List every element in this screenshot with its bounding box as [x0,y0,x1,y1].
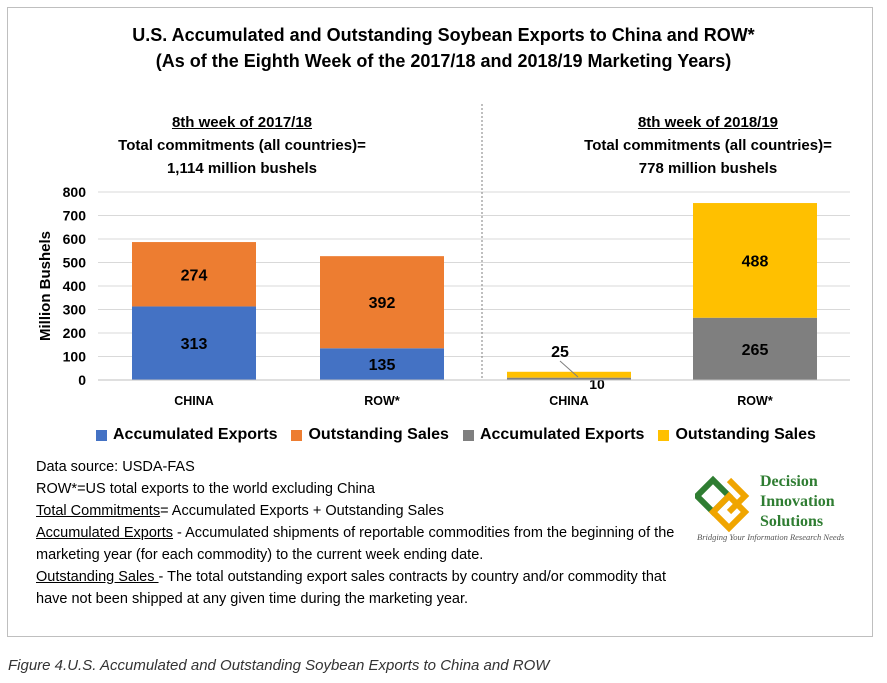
x-tick-label: ROW* [364,394,400,408]
bar-segment-accumulated [320,348,444,380]
y-tick-label: 100 [63,349,87,365]
y-tick-label: 700 [63,208,87,224]
decision-innovation-logo-icon [695,475,750,533]
bar-segment-outstanding [320,256,444,349]
period-2018-commitments-label: Total commitments (all countries)= [584,137,832,154]
chart-legend: Accumulated Exports Outstanding Sales Ac… [96,426,830,444]
period-2017-commitments-label: Total commitments (all countries)= [118,137,366,154]
bar-segment-outstanding [507,371,631,378]
def-accumulated-exports: - Accumulated shipments of reportable co… [36,525,675,563]
period-2017-heading: 8th week of 2017/18 [171,114,313,131]
data-label-outstanding: 274 [181,267,208,284]
term-outstanding-sales: Outstanding Sales [36,569,159,585]
legend-swatch-gray [462,429,474,441]
y-tick-label: 400 [63,278,87,294]
period-2017-commitments-value: 1,114 million bushels [166,160,318,177]
legend-item-accumulated-2018: Accumulated Exports [462,426,645,444]
logo-line2: Innovation [760,493,835,510]
data-label-outstanding: 25 [551,344,569,361]
y-tick-label: 200 [63,325,87,341]
bar-segment-outstanding [693,203,817,318]
logo-line1: Decision [760,473,818,490]
y-tick-label: 800 [63,184,87,200]
y-tick-label: 300 [63,302,87,318]
term-total-commitments: Total Commitments [36,503,161,519]
legend-swatch-orange [291,429,303,441]
logo-wordmark: Decision Innovation Solutions [760,472,835,532]
note-row-definition: ROW*=US total exports to the world exclu… [36,481,375,497]
y-axis-label: Million Bushels [37,231,54,341]
data-label-outstanding: 488 [742,253,769,270]
logo-tagline: Bridging Your Information Research Needs [697,532,845,542]
legend-item-outstanding-2018: Outstanding Sales [658,426,816,444]
legend-label: Accumulated Exports [113,426,278,443]
stacked-bar-chart: 0 100 200 300 400 500 600 700 800 Million Bushels… [37,104,850,408]
def-total-commitments: = Accumulated Exports + Outstanding Sale… [160,503,444,519]
note-accumulated-exports: Accumulated Exports - Accumulated shipme… [36,522,696,566]
period-2018-heading: 8th week of 2018/19 [637,114,779,131]
legend-item-outstanding-2017: Outstanding Sales [291,426,449,444]
note-data-source: Data source: USDA-FAS [36,459,195,475]
notes-block: Data source: USDA-FAS ROW*=US total expo… [36,456,696,610]
legend-label: Outstanding Sales [675,426,816,443]
data-label-accumulated: 265 [742,342,769,359]
period-2017-block: 8th week of 2017/18 Total commitments (a… [100,111,384,180]
chart-title-line2: (As of the Eighth Week of the 2017/18 an… [155,51,732,71]
logo-line3: Solutions [760,513,824,530]
x-tick-label: ROW* [737,394,773,408]
note-outstanding-sales: Outstanding Sales - The total outstandin… [36,566,696,610]
y-tick-label: 600 [63,231,87,247]
bar-segment-accumulated [132,306,256,380]
data-label-accumulated: 313 [181,336,208,353]
period-2018-commitments-value: 778 million bushels [638,160,778,177]
bar-segment-outstanding [132,242,256,307]
def-outstanding-sales: - The total outstanding export sales con… [36,569,667,607]
data-label-accumulated: 135 [369,357,396,374]
x-tick-label: CHINA [174,394,214,408]
legend-swatch-yellow [658,429,670,441]
note-total-commitments: Total Commitments= Accumulated Exports +… [36,500,696,522]
legend-label: Accumulated Exports [479,426,645,443]
legend-label: Outstanding Sales [308,426,449,443]
figure-caption: Figure 4.U.S. Accumulated and Outstandin… [8,657,550,674]
chart-title-line1: U.S. Accumulated and Outstanding Soybean… [132,25,755,45]
data-label-accumulated: 10 [589,376,605,392]
data-label-leader-line [559,360,579,378]
y-tick-label: 0 [78,372,86,388]
y-tick-label: 500 [63,255,87,271]
period-2018-block: 8th week of 2018/19 Total commitments (a… [556,111,860,180]
legend-item-accumulated-2017: Accumulated Exports [96,426,277,444]
legend-swatch-blue [96,429,107,441]
term-accumulated-exports: Accumulated Exports [36,525,174,541]
bar-segment-accumulated [693,317,817,380]
bar-segment-accumulated [507,377,631,380]
data-label-outstanding: 392 [369,295,396,312]
x-tick-label: CHINA [549,394,589,408]
